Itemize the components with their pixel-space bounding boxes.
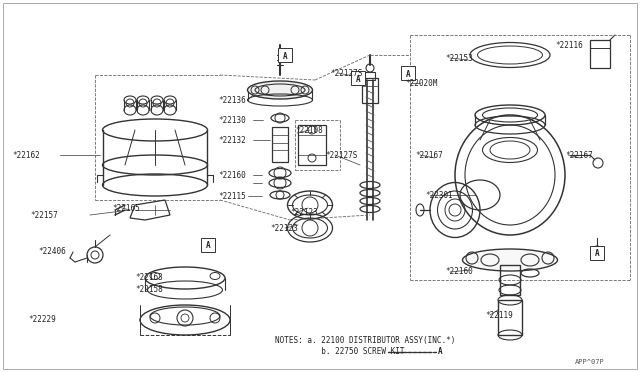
Bar [401,66,415,80]
Text: A: A [595,250,599,259]
Ellipse shape [463,249,557,271]
Text: A: A [356,74,360,83]
Text: APP^07P: APP^07P [575,359,605,365]
Bar [298,125,326,165]
Bar [278,48,292,62]
Text: *22406: *22406 [38,247,66,257]
Bar [351,71,365,85]
Text: *22165: *22165 [112,203,140,212]
Text: A: A [283,51,287,61]
Text: *22132: *22132 [218,135,246,144]
Text: A: A [438,347,443,356]
Bar [590,40,610,68]
Text: *22229: *22229 [28,315,56,324]
Text: b. 22750 SCREW KIT: b. 22750 SCREW KIT [275,347,404,356]
Text: *22130: *22130 [218,115,246,125]
Text: *22158: *22158 [135,285,163,295]
Text: *22162: *22162 [12,151,40,160]
Bar [365,72,375,80]
Text: *22160: *22160 [445,267,473,276]
Text: *22115: *22115 [218,192,246,201]
Bar [500,265,520,295]
Text: A: A [406,70,410,78]
Text: *22160: *22160 [218,170,246,180]
Text: *22116: *22116 [555,41,583,49]
Bar [362,78,378,103]
Text: *22127S: *22127S [330,68,362,77]
Bar [201,238,215,252]
Text: NOTES: a. 22100 DISTRIBUTOR ASSY(INC.*): NOTES: a. 22100 DISTRIBUTOR ASSY(INC.*) [275,336,456,344]
Text: *22136: *22136 [218,96,246,105]
Text: A: A [205,241,211,250]
Bar [590,246,604,260]
Text: *22167: *22167 [415,151,443,160]
Text: *22157: *22157 [30,211,58,219]
Bar [498,300,522,335]
Text: *22123: *22123 [270,224,298,232]
Text: *22119: *22119 [485,311,513,320]
Text: *22163: *22163 [135,273,163,282]
Bar [272,127,288,162]
Text: *22167: *22167 [565,151,593,160]
Text: *22020M: *22020M [405,78,437,87]
Text: *22301: *22301 [425,190,452,199]
Text: *22123: *22123 [290,208,317,217]
Text: *22153: *22153 [445,54,473,62]
Text: *22108: *22108 [295,125,323,135]
Text: *22127S: *22127S [325,151,357,160]
Ellipse shape [248,81,312,99]
